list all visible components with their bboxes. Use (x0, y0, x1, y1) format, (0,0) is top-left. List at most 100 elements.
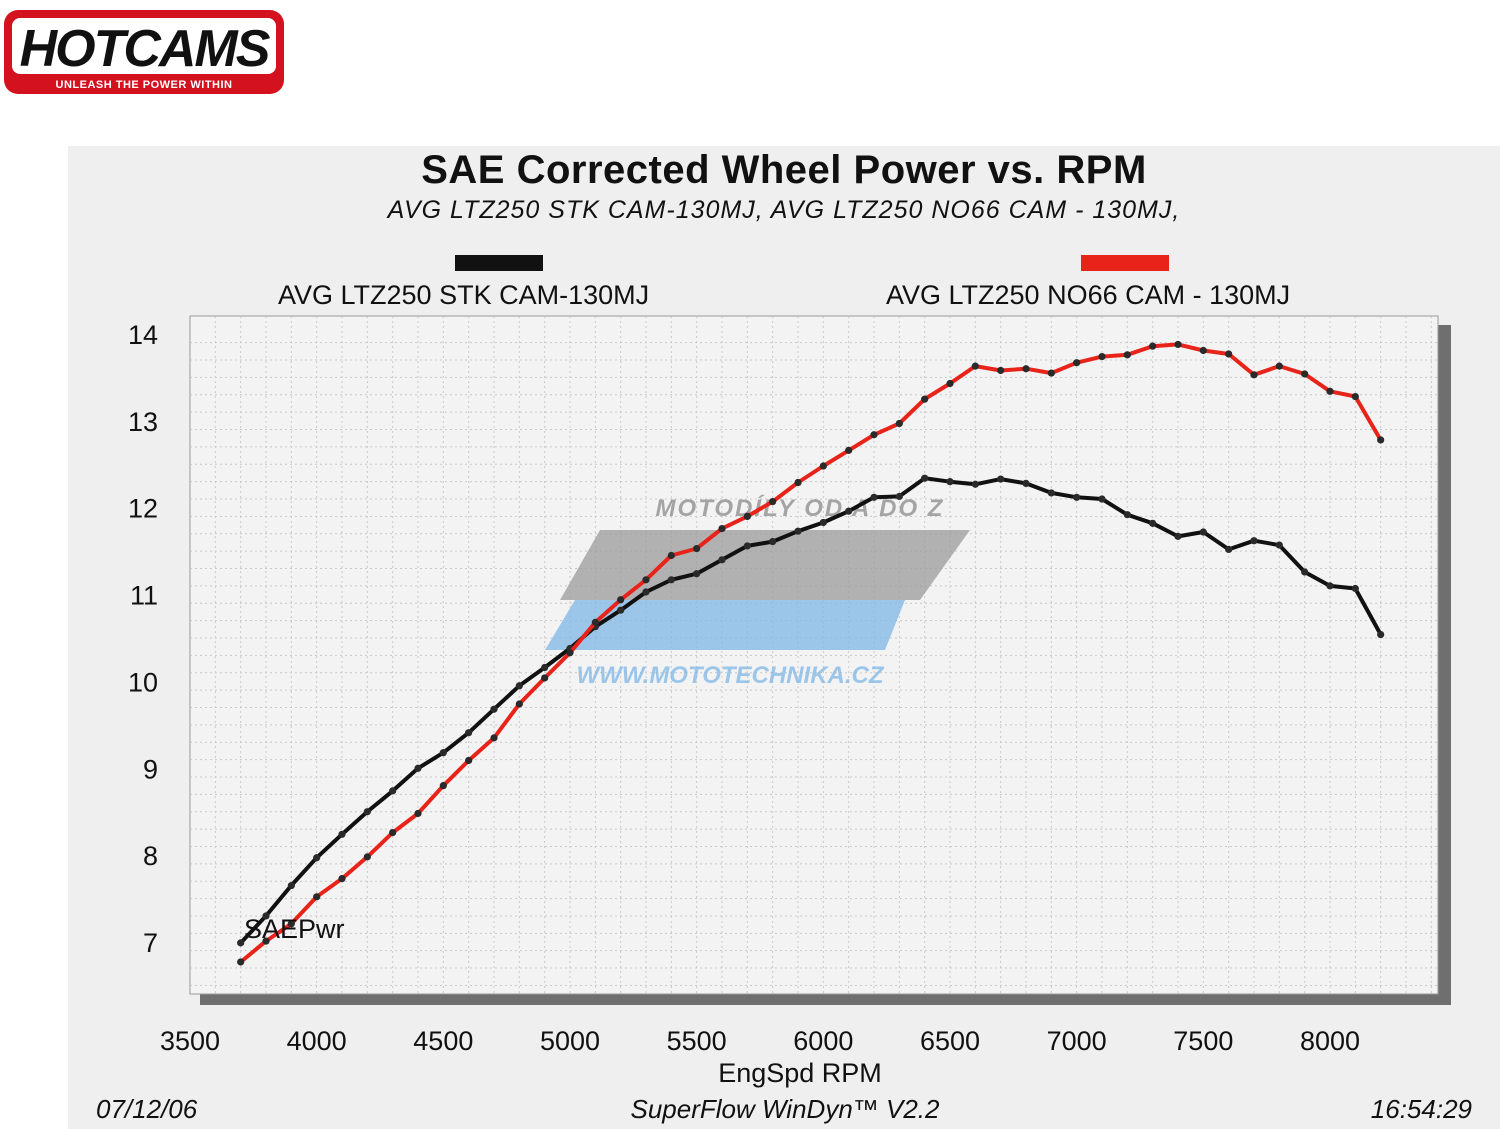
point-no66 (870, 431, 878, 439)
point-no66 (617, 596, 625, 604)
point-stk (642, 588, 650, 596)
point-stk (1275, 541, 1283, 549)
point-stk (414, 764, 422, 772)
point-no66 (237, 958, 245, 966)
logo-tagline: UNLEASH THE POWER WITHIN (56, 79, 233, 91)
point-stk (465, 729, 473, 737)
point-no66 (389, 828, 397, 837)
point-stk (363, 808, 371, 816)
point-no66 (1022, 365, 1030, 373)
point-no66 (743, 512, 751, 521)
hotcams-logo: HOTCAMS UNLEASH THE POWER WITHIN (4, 10, 284, 94)
point-stk (718, 556, 726, 564)
watermark-line1: MOTODÍLY OD A DO Z (656, 494, 945, 522)
y-tick-label: 7 (143, 928, 158, 958)
point-no66 (1250, 371, 1258, 379)
point-no66 (921, 395, 929, 403)
point-stk (667, 576, 675, 584)
x-axis-label: EngSpd RPM (718, 1058, 882, 1088)
chart-subtitle: AVG LTZ250 STK CAM-130MJ, AVG LTZ250 NO6… (387, 196, 1181, 224)
point-stk (1225, 545, 1233, 554)
watermark-mtz-gray (560, 530, 970, 600)
point-no66 (667, 551, 675, 560)
point-stk (1047, 489, 1055, 497)
series-line-no66 (239, 342, 1383, 964)
point-stk (1073, 493, 1081, 501)
y-tick-label: 10 (128, 667, 158, 697)
point-no66 (1199, 346, 1207, 355)
x-tick-label: 7000 (1047, 1026, 1107, 1056)
point-no66 (1149, 342, 1157, 350)
x-tick-label: 7500 (1173, 1026, 1233, 1056)
point-no66 (566, 649, 574, 657)
point-stk (946, 478, 954, 486)
point-no66 (971, 362, 979, 370)
point-no66 (1301, 370, 1309, 378)
point-stk (313, 854, 321, 862)
x-tick-label: 4000 (287, 1026, 347, 1056)
logo-wordmark: HOTCAMS (20, 20, 271, 78)
point-stk (819, 518, 827, 527)
point-no66 (895, 419, 903, 428)
point-no66 (997, 366, 1005, 375)
watermark-mtz-blue (545, 600, 905, 650)
point-no66 (946, 379, 954, 388)
point-no66 (1073, 359, 1081, 367)
series-line-stk (239, 476, 1383, 945)
point-no66 (591, 618, 599, 626)
grid (190, 316, 1438, 994)
point-no66 (363, 853, 371, 861)
legend-label-no66: AVG LTZ250 NO66 CAM - 130MJ (886, 280, 1291, 310)
point-stk (389, 787, 397, 795)
point-no66 (1098, 352, 1106, 361)
logo-inner (12, 18, 276, 74)
x-tick-label: 3500 (160, 1026, 220, 1056)
y-tick-labels: 7 8 9 10 11 12 13 14 (128, 320, 158, 958)
point-stk (515, 682, 523, 690)
plot-shadow-bottom (200, 994, 1451, 1005)
point-stk (743, 542, 751, 550)
y-tick-label: 11 (130, 581, 158, 611)
point-stk (895, 492, 903, 501)
point-stk (1174, 532, 1182, 540)
point-stk (794, 527, 802, 535)
x-tick-label: 5000 (540, 1026, 600, 1056)
point-no66 (1225, 350, 1233, 358)
x-tick-labels: 3500 4000 4500 5000 5500 6000 6500 7000 7500 8000 (160, 1026, 1360, 1056)
x-tick-label: 6000 (793, 1026, 853, 1056)
point-stk (1301, 568, 1309, 576)
point-stk (1098, 495, 1106, 503)
point-stk (693, 570, 701, 578)
x-tick-label: 8000 (1300, 1026, 1360, 1056)
point-stk (617, 606, 625, 614)
point-no66 (642, 576, 650, 584)
legend-swatch-no66 (1081, 255, 1169, 271)
point-stk (1199, 528, 1207, 536)
plot-shadow-right (1438, 325, 1451, 1005)
point-stk (1377, 630, 1385, 639)
point-no66 (1326, 387, 1334, 395)
point-no66 (1377, 436, 1385, 444)
point-stk (262, 912, 270, 920)
point-stk (439, 749, 447, 757)
point-stk (237, 939, 245, 947)
watermark-url: WWW.MOTOTECHNIKA.CZ (576, 662, 884, 689)
x-tick-label: 4500 (413, 1026, 473, 1056)
point-no66 (338, 874, 346, 883)
footer-time: 16:54:29 (1370, 1094, 1472, 1124)
plot-shadow (200, 325, 1451, 1005)
point-no66 (541, 674, 549, 682)
point-stk (870, 493, 878, 501)
y-tick-label: 12 (128, 494, 158, 524)
point-no66 (1123, 351, 1131, 359)
y-tick-label: 8 (143, 841, 158, 871)
point-stk (490, 705, 498, 713)
point-stk (541, 663, 549, 672)
point-no66 (1174, 340, 1182, 349)
point-stk (1149, 519, 1157, 527)
point-stk (845, 507, 853, 515)
point-stk (1123, 511, 1131, 519)
point-stk (287, 881, 295, 890)
point-stk (1022, 479, 1030, 487)
